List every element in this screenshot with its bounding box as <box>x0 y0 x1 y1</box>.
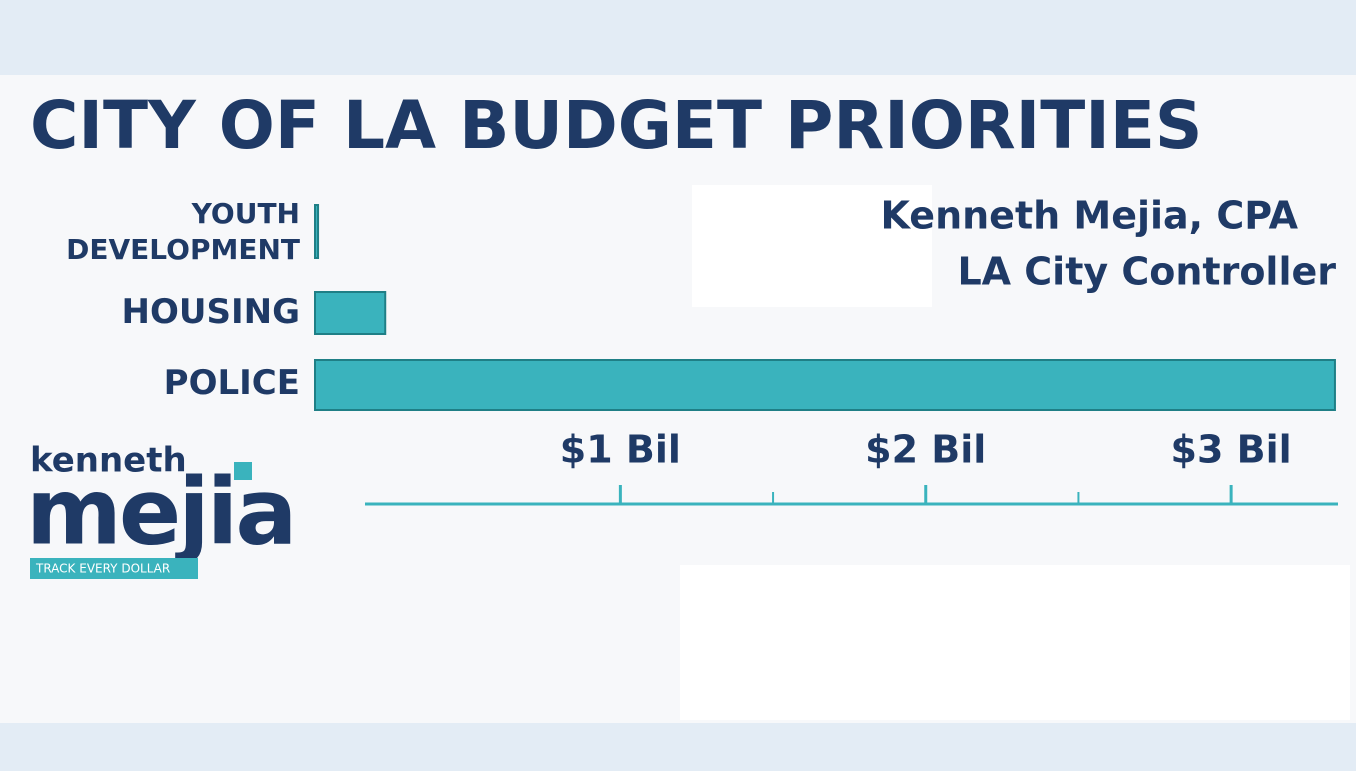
subtitle: Kenneth Mejia, CPA <box>881 194 1299 238</box>
category-label: HOUSING <box>121 292 300 332</box>
bar <box>314 359 1336 411</box>
bottom-band <box>0 723 1356 771</box>
logo-tag-box <box>30 558 198 579</box>
x-tick-label: $1 Bil <box>560 428 681 472</box>
logo-bottom: mejia <box>26 458 294 565</box>
x-tick-label: $2 Bil <box>865 428 986 472</box>
category-label: YOUTH DEVELOPMENT <box>66 197 300 266</box>
logo-square <box>234 462 252 480</box>
x-tick-label: $3 Bil <box>1171 428 1292 472</box>
chart-title: CITY OF LA BUDGET PRIORITIES <box>30 87 1202 164</box>
logo-tagline: TRACK EVERY DOLLAR <box>35 562 170 576</box>
logo-top: kenneth <box>30 441 187 481</box>
subtitle: LA City Controller <box>957 250 1336 294</box>
bar <box>314 291 387 335</box>
patch <box>692 185 932 307</box>
bar <box>314 204 320 259</box>
patch <box>680 565 1350 720</box>
category-label: POLICE <box>163 363 300 403</box>
top-band <box>0 0 1356 75</box>
